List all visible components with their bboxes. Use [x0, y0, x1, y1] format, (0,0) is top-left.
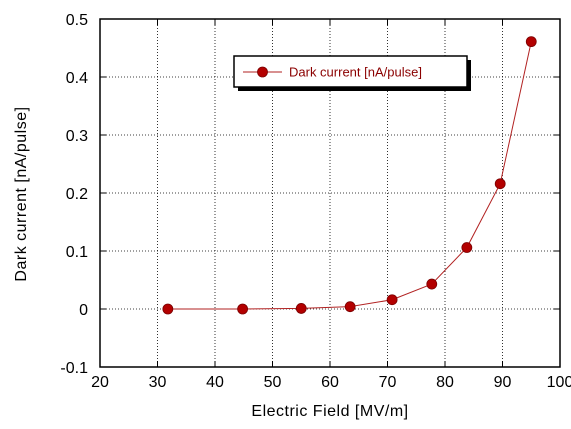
data-point [494, 178, 506, 190]
y-tick-label: 0.5 [66, 12, 88, 29]
data-point [426, 278, 438, 290]
x-tick-label: 80 [436, 374, 454, 391]
y-axis-title: Dark current [nA/pulse] [13, 106, 30, 281]
x-tick-label: 60 [321, 374, 339, 391]
x-axis-title: Electric Field [MV/m] [251, 403, 408, 420]
data-point [386, 294, 398, 306]
x-tick-label: 20 [91, 374, 109, 391]
data-point [237, 303, 249, 315]
x-tick-label: 50 [264, 374, 282, 391]
data-point [162, 303, 174, 315]
y-tick-label: 0.4 [66, 70, 88, 87]
x-tick-label: 70 [379, 374, 397, 391]
y-tick-label: 0.3 [66, 128, 88, 145]
y-tick-label: 0.2 [66, 186, 88, 203]
y-tick-label: 0.1 [66, 244, 88, 261]
data-point [344, 301, 356, 313]
legend: Dark current [nA/pulse] [233, 55, 471, 91]
tick-labels: 20 30 40 50 60 70 80 90 100 -0.1 0 0.1 0.2 0.3 0.4 0.5 [60, 12, 571, 391]
legend-marker [257, 66, 268, 78]
data-point [461, 242, 473, 253]
data-point [295, 303, 307, 314]
x-tick-label: 100 [547, 374, 571, 391]
axis-ticks [99, 18, 561, 368]
y-tick-label: 0 [79, 302, 88, 319]
legend-label: Dark current [nA/pulse] [289, 65, 422, 80]
x-tick-label: 90 [494, 374, 512, 391]
data-point [525, 36, 537, 48]
x-tick-label: 40 [206, 374, 224, 391]
y-tick-label: -0.1 [60, 360, 88, 377]
x-tick-label: 30 [149, 374, 167, 391]
series-layer [162, 36, 537, 315]
